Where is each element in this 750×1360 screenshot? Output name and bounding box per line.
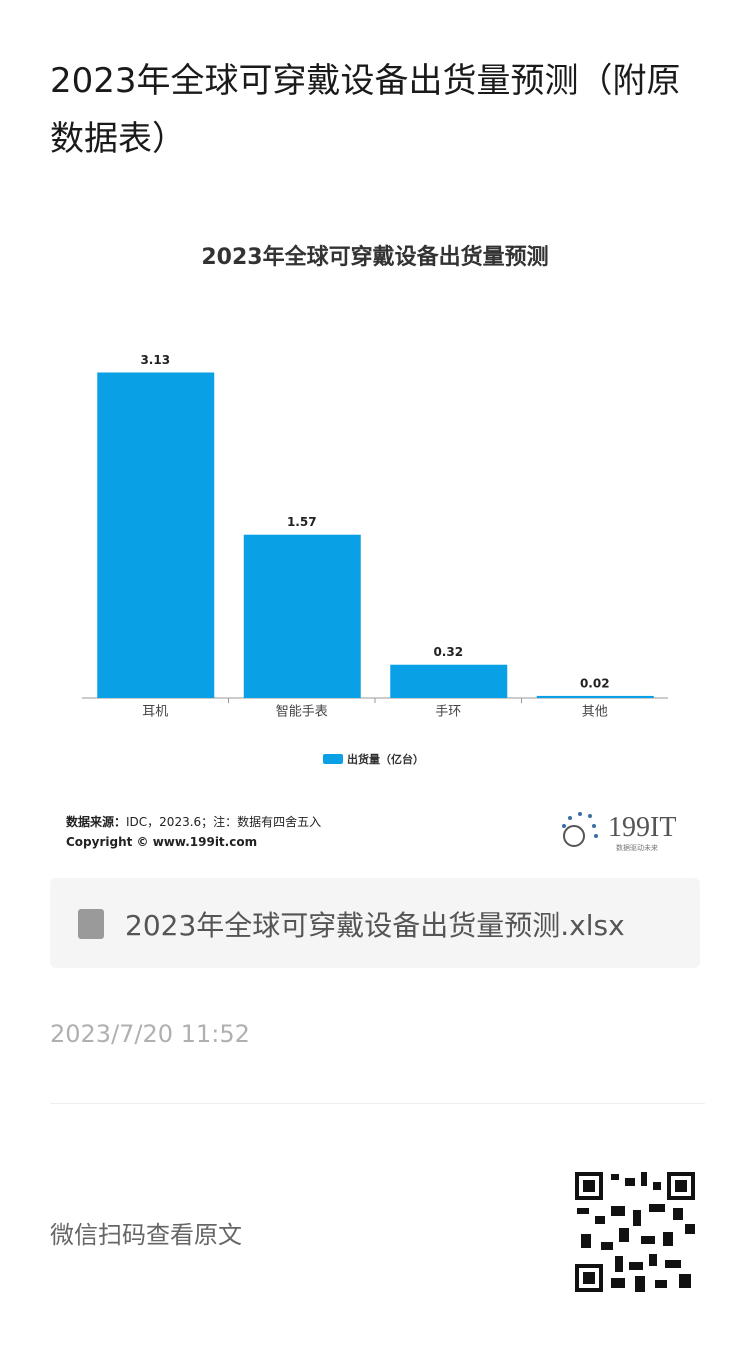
x-tick-label: 耳机	[142, 705, 168, 720]
logo-name: 199IT	[608, 812, 676, 843]
date: 2023/7/20 11:52	[50, 1020, 250, 1048]
qr-code	[575, 1172, 695, 1292]
value-label: 0.02	[580, 676, 610, 690]
legend-label: 出货量（亿台）	[347, 752, 424, 766]
value-label: 1.57	[287, 515, 317, 529]
x-tick-label: 其他	[582, 705, 608, 720]
logo-mark	[562, 812, 598, 847]
source: 数据来源：IDC，2023.6；注：数据有四舍五入 Copyright © ww…	[66, 812, 321, 852]
divider	[50, 1103, 705, 1104]
bar	[243, 534, 361, 698]
chart-title: 2023年全球可穿戴设备出货量预测	[201, 244, 548, 270]
article-title: 2023年全球可穿戴设备出货量预测（附原数据表）	[50, 61, 681, 159]
source-line: 数据来源：IDC，2023.6；注：数据有四舍五入	[66, 812, 321, 832]
copyright: Copyright © www.199it.com	[66, 835, 258, 849]
legend-swatch	[323, 754, 343, 764]
file-name: 2023年全球可穿戴设备出货量预测.xlsx	[125, 909, 625, 942]
bar	[536, 695, 654, 698]
file-card[interactable]: 2023年全球可穿戴设备出货量预测.xlsx	[50, 878, 700, 968]
x-tick-label: 手环	[435, 705, 461, 720]
x-tick-label: 智能手表	[276, 705, 328, 720]
value-label: 3.13	[140, 353, 170, 367]
scan-text: 微信扫码查看原文	[50, 1221, 242, 1249]
file-icon	[78, 909, 104, 939]
logo: 199IT 数据驱动未来	[562, 812, 676, 852]
source-text: IDC，2023.6；注：数据有四舍五入	[126, 815, 322, 829]
source-label: 数据来源：	[66, 815, 127, 829]
logo-slogan: 数据驱动未来	[616, 843, 658, 852]
bar	[97, 372, 215, 698]
chart: 2023年全球可穿戴设备出货量预测 3.13 1.57 0.32 0.02 耳机 智能手表…	[82, 244, 668, 766]
value-label: 0.32	[433, 645, 463, 659]
bar	[390, 664, 508, 698]
